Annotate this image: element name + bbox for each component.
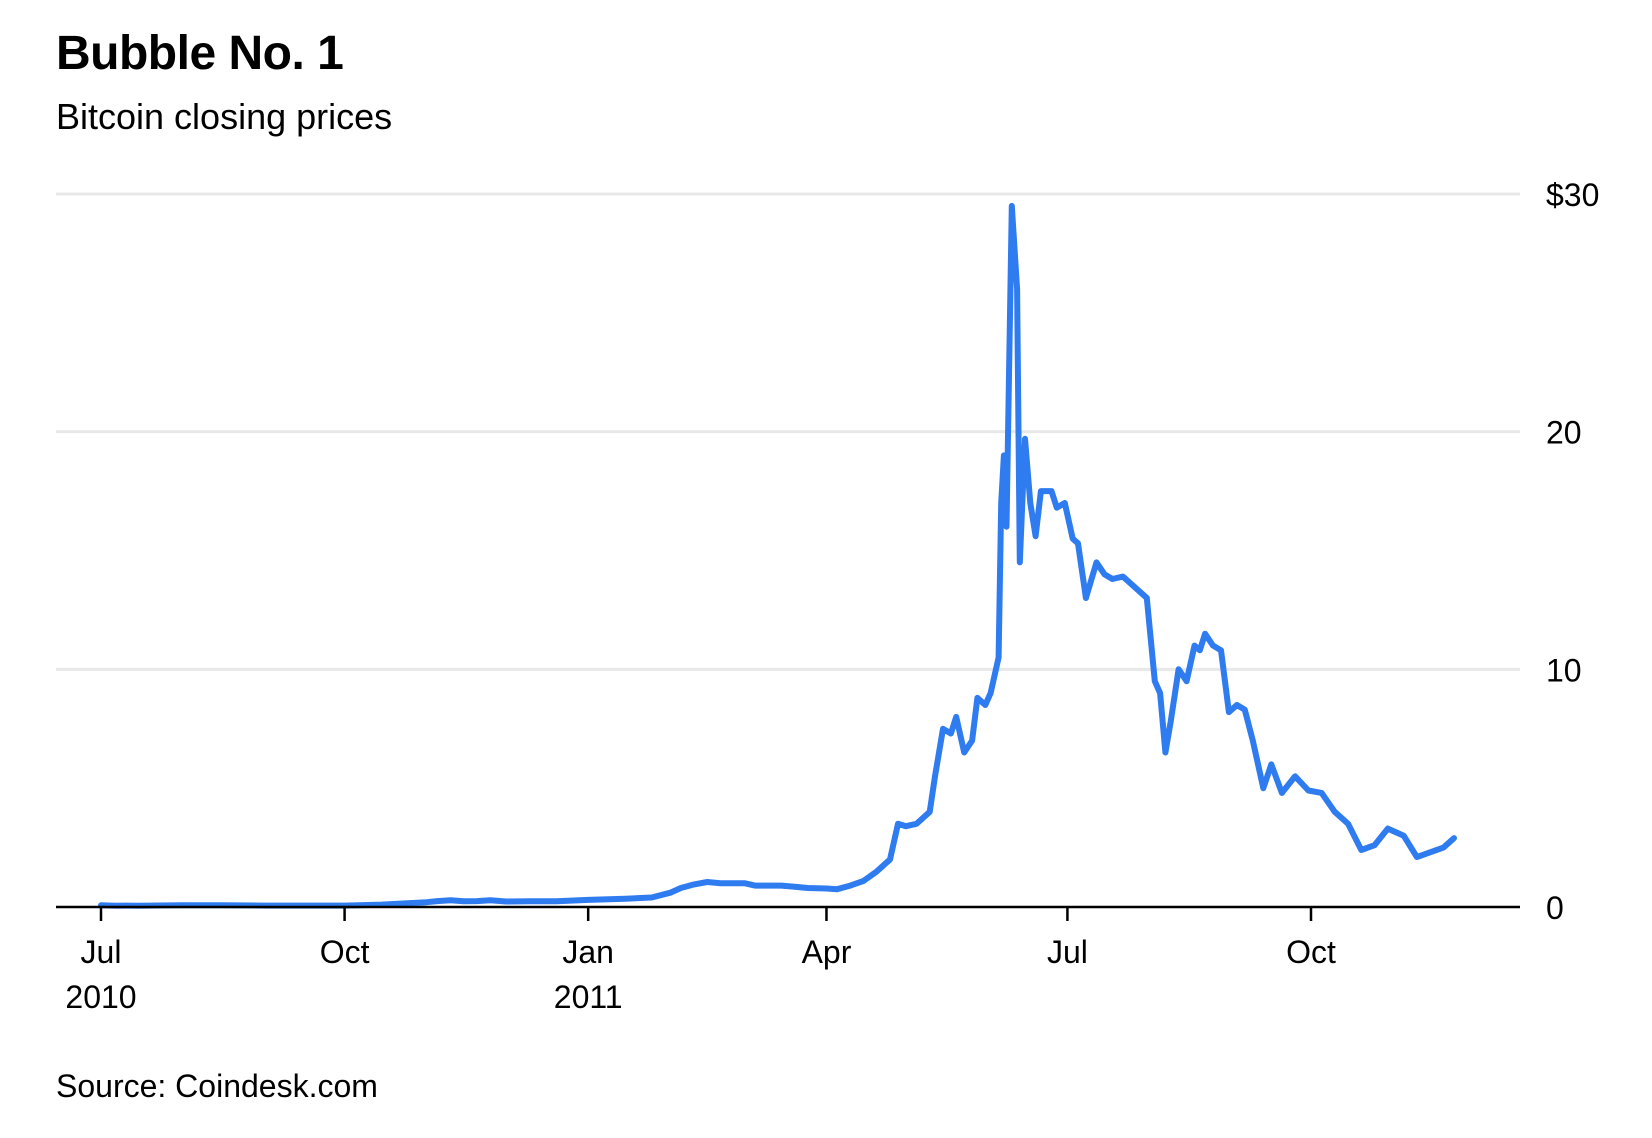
x-tick-year-label: 2010 [65,979,136,1015]
y-tick-label: 0 [1546,890,1564,926]
chart-subtitle: Bitcoin closing prices [56,96,393,137]
x-tick-label: Jan [562,934,614,970]
y-tick-label: 20 [1546,415,1582,451]
series-line-0 [98,202,1457,909]
y-tick-label: $30 [1546,177,1599,213]
y-tick-label: 10 [1546,652,1582,688]
x-tick-year-label: 2011 [554,979,623,1015]
chart-title: Bubble No. 1 [56,27,344,80]
x-tick-label: Apr [802,934,852,970]
series-layer [98,202,1457,909]
x-tick-label: Oct [1286,934,1336,970]
x-tick-label: Jul [1047,934,1088,970]
x-axis: Jul 2010 Oct Jan 2011 Apr Jul Oct [56,905,1520,1015]
y-axis: 0 10 20 $30 [1546,177,1599,926]
gridlines [56,192,1520,671]
x-tick-label: Oct [320,934,370,970]
x-tick-label: Jul [81,934,122,970]
source-note: Source: Coindesk.com [56,1068,378,1104]
